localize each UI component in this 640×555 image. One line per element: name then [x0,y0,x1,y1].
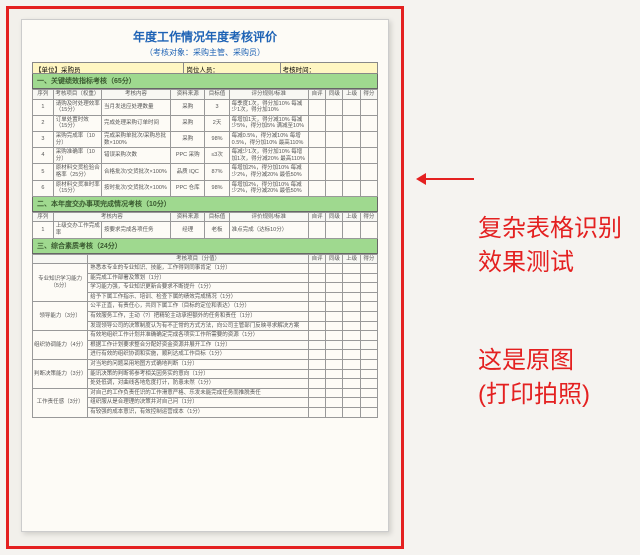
position-cell: 岗位人员： [184,63,280,73]
table-2-header-cell: 评价规则/标准 [229,212,308,222]
table-row: 1上级交办工作完成率按要求完成各项任务经理老板准点完成（达标10分） [33,222,378,238]
table-3-header-cell [33,254,88,264]
table-row: 5原材料交货检验合格率（25分）合格批次/交货批次×100%品质 IQC87%每… [33,164,378,180]
table-3-header-cell: 自评 [308,254,325,264]
table-1-header-cell: 资料来源 [170,90,205,100]
section-2-header: 二、本年度交办事项完成情况考核（10分） [32,197,378,212]
form-subtitle: （考核对象：采购主管、采购员） [32,47,378,58]
table-row: 6原材料交货准时率（15分）按时批次/交货批次×100%PPC 仓库98%每增加… [33,180,378,196]
form-paper: 年度工作情况年度考核评价 （考核对象：采购主管、采购员） 【单位】采购员 岗位人… [21,19,389,532]
table-row: 1请购及时处理效率（15分）当月发送应处理数量采购3每季度1次，得分加10% 每… [33,99,378,115]
table-2-header-cell: 自评 [308,212,325,222]
table-2-header-cell: 资料来源 [170,212,205,222]
table-2-header-cell: 考核内容 [53,212,170,222]
group-cell: 工作责任感（3分） [33,388,88,417]
red-frame: 年度工作情况年度考核评价 （考核对象：采购主管、采购员） 【单位】采购员 岗位人… [6,6,404,549]
table-1-header-cell: 考核内容 [101,90,170,100]
group-cell: 专业知识学习能力（5分） [33,264,88,302]
section-1-header: 一、关键绩效指标考核（65分） [32,74,378,89]
table-3-quality: 考核项目（分值）自评同级上级得分专业知识学习能力（5分）熟悉本专业的专业知识、技… [32,254,378,418]
unit-cell: 【单位】采购员 [33,63,184,73]
table-3-header-cell: 同级 [326,254,343,264]
table-row: 2订单处置时效（15分）完成处理采购订单时间采购2天每增加1天，得分减10% 每… [33,115,378,131]
table-row: 专业知识学习能力（5分）熟悉本专业的专业知识、技能，工作得到同事肯定（1分） [33,264,378,274]
table-2-header-cell: 得分 [360,212,377,222]
table-row: 组织协调能力（4分）有效地组织工作计划并准确确定完成各项实工作所需要的资源（1分… [33,331,378,341]
table-row: 4采购准确率（10分）错误采购次数PPC 采购≤3次每减少1次，得分加10% 每… [33,148,378,164]
table-1-header-cell: 评分规则/标准 [229,90,308,100]
table-1-header-cell: 上级 [343,90,360,100]
annotation-line-2: 效果测试 [478,246,574,280]
table-1-kpi: 序列考核项目（权重）考核内容资料来源目标值评分规则/标准自评同级上级得分1请购及… [32,89,378,197]
table-1-header-cell: 自评 [308,90,325,100]
table-2-header-cell: 同级 [326,212,343,222]
group-cell: 组织协调能力（4分） [33,331,88,360]
table-row: 3采购完成率（10分）完成采购单批次/采购总批数×100%采购98%每减0.5%… [33,131,378,147]
header-band: 【单位】采购员 岗位人员： 考核时间： [32,62,378,74]
date-cell: 考核时间： [281,63,377,73]
table-1-header-cell: 目标值 [205,90,229,100]
table-2-header-cell: 目标值 [205,212,229,222]
annotation-line-4: (打印拍照) [478,378,590,412]
group-cell: 领导能力（3分） [33,302,88,331]
table-2-tasks: 序列考核内容资料来源目标值评价规则/标准自评同级上级得分1上级交办工作完成率按要… [32,212,378,239]
arrow-icon [416,172,476,186]
table-2-header-cell: 上级 [343,212,360,222]
section-3-header: 三、综合素质考核（24分） [32,239,378,254]
table-row: 工作责任感（3分）对自己的工作负责任识的工作滑意严格、乐发未能完成任务而推脱责任 [33,388,378,398]
table-1-header-cell: 序列 [33,90,54,100]
table-3-header-cell: 上级 [343,254,360,264]
table-3-header-cell: 得分 [360,254,377,264]
table-2-header-cell: 序列 [33,212,54,222]
annotation-line-3: 这是原图 [478,344,574,378]
table-row: 领导能力（3分）公平正直，有责任心，共同下属工作（目标的定位和表达）（1分） [33,302,378,312]
table-3-header-cell: 考核项目（分值） [88,254,309,264]
table-1-header-cell: 得分 [360,90,377,100]
table-row: 判断决策能力（3分）对当地的问题采用地图方式确地判断（1分） [33,360,378,370]
table-1-header-cell: 考核项目（权重） [53,90,101,100]
table-1-header-cell: 同级 [326,90,343,100]
group-cell: 判断决策能力（3分） [33,360,88,389]
annotation-line-1: 复杂表格识别 [478,212,622,246]
form-title: 年度工作情况年度考核评价 [32,28,378,45]
